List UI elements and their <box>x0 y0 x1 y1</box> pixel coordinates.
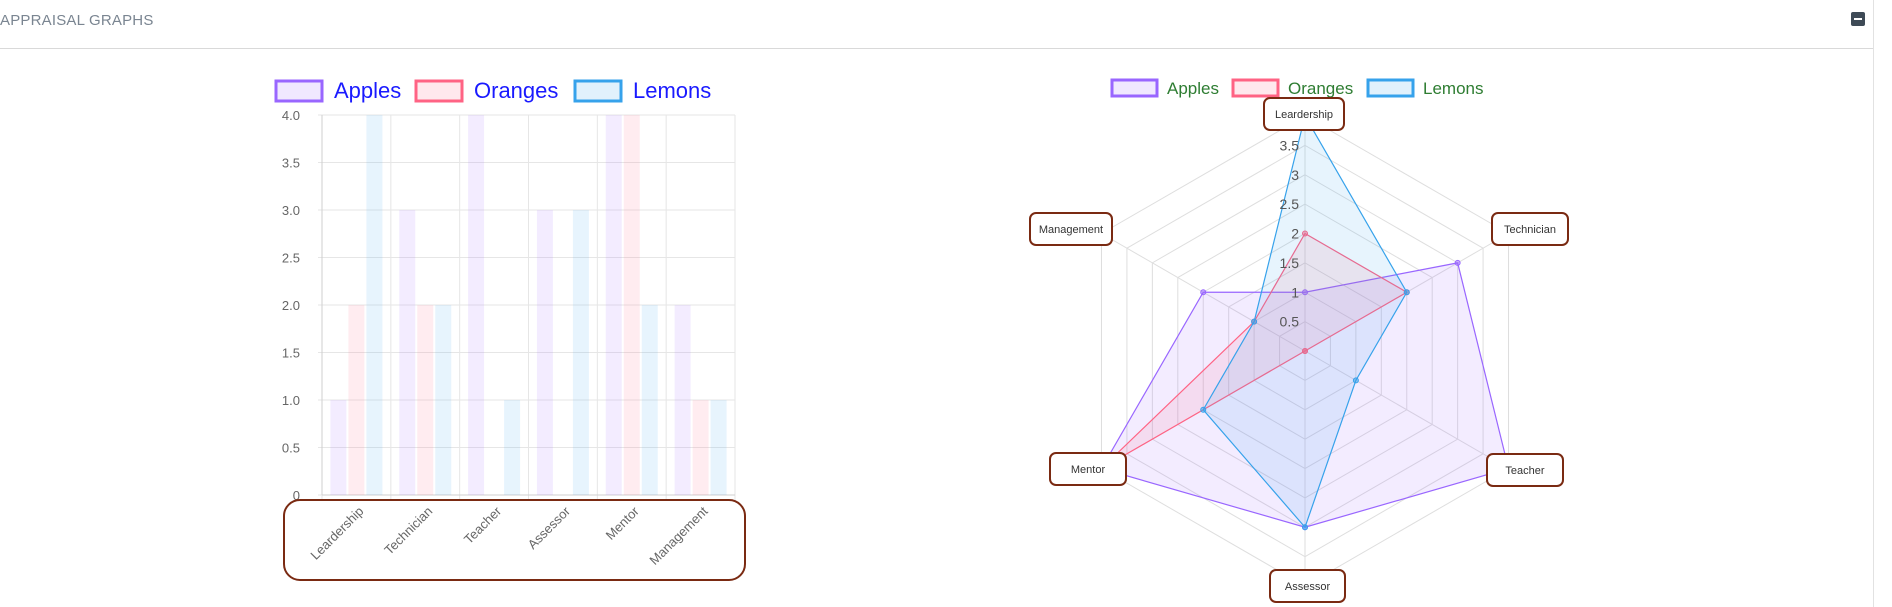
radial-tick-label: 2 <box>1291 226 1299 242</box>
y-tick-label: 0.5 <box>282 441 300 456</box>
radar-point <box>1302 524 1308 531</box>
panel-title: APPRAISAL GRAPHS <box>0 12 154 29</box>
minus-square-icon[interactable] <box>1851 12 1865 26</box>
radial-tick-label: 3.5 <box>1280 137 1300 153</box>
y-tick-label: 3.0 <box>282 203 300 218</box>
category-label-highlight <box>1029 212 1113 246</box>
y-tick-label: 1.5 <box>282 346 300 361</box>
radar-point <box>1454 259 1461 266</box>
bar <box>348 305 365 495</box>
category-label-highlight <box>1269 569 1346 603</box>
y-tick-label: 3.5 <box>282 156 300 171</box>
category-label: Management <box>1039 224 1103 236</box>
category-label: Assessor <box>1285 581 1331 593</box>
legend-swatch <box>1231 78 1280 98</box>
bar <box>536 210 553 495</box>
legend-label: Apples <box>334 78 401 103</box>
panel-right-border <box>1873 0 1874 607</box>
bar <box>330 400 347 495</box>
radar-spoke <box>1304 350 1509 469</box>
radar-point <box>1200 406 1207 413</box>
category-label: Teacher <box>1505 465 1544 477</box>
bar <box>435 305 452 495</box>
bar <box>417 305 434 495</box>
category-label-highlight <box>1486 453 1564 487</box>
legend-label: Oranges <box>1288 79 1353 98</box>
radial-tick-label: 2.5 <box>1280 196 1300 212</box>
radial-tick-label: 0.5 <box>1280 314 1300 330</box>
x-axis-label-highlight <box>283 499 746 581</box>
radial-tick-label: 1 <box>1291 284 1299 300</box>
bar <box>366 115 383 495</box>
radial-tick-label: 1.5 <box>1280 255 1300 271</box>
legend-swatch <box>573 79 623 103</box>
bar <box>468 115 485 495</box>
legend-label: Lemons <box>1423 79 1483 98</box>
radar-point <box>1200 289 1207 296</box>
radar-point <box>1302 230 1308 237</box>
bar <box>623 115 640 495</box>
bar <box>504 400 521 495</box>
y-tick-label: 2.0 <box>282 298 300 313</box>
radar-point <box>1403 289 1410 296</box>
bar <box>641 305 658 495</box>
legend-swatch <box>1110 78 1159 98</box>
radar-point <box>1302 348 1308 354</box>
bar <box>692 400 709 495</box>
bar <box>572 210 589 495</box>
radar-point <box>1302 289 1308 296</box>
category-label-highlight <box>1049 452 1127 486</box>
category-label: Leardership <box>1275 109 1333 121</box>
y-tick-label: 1.0 <box>282 393 300 408</box>
category-label-highlight <box>1263 97 1345 131</box>
bar <box>605 115 622 495</box>
panel-header: APPRAISAL GRAPHS <box>0 0 1874 49</box>
radar-point <box>1352 377 1359 384</box>
bar <box>710 400 727 495</box>
radar-point <box>1251 318 1258 325</box>
legend-label: Lemons <box>633 78 711 103</box>
legend-label: Oranges <box>474 78 558 103</box>
y-tick-label: 4.0 <box>282 108 300 123</box>
category-label-highlight <box>1491 212 1569 246</box>
category-label: Technician <box>1504 224 1556 236</box>
legend-swatch <box>274 79 324 103</box>
legend-swatch <box>414 79 464 103</box>
y-tick-label: 2.5 <box>282 251 300 266</box>
legend-label: Apples <box>1167 79 1219 98</box>
y-tick-label: 0 <box>293 488 300 503</box>
legend-swatch <box>1366 78 1415 98</box>
radial-tick-label: 3 <box>1291 167 1299 183</box>
bar <box>674 305 691 495</box>
bar <box>399 210 416 495</box>
category-label: Mentor <box>1071 464 1106 476</box>
